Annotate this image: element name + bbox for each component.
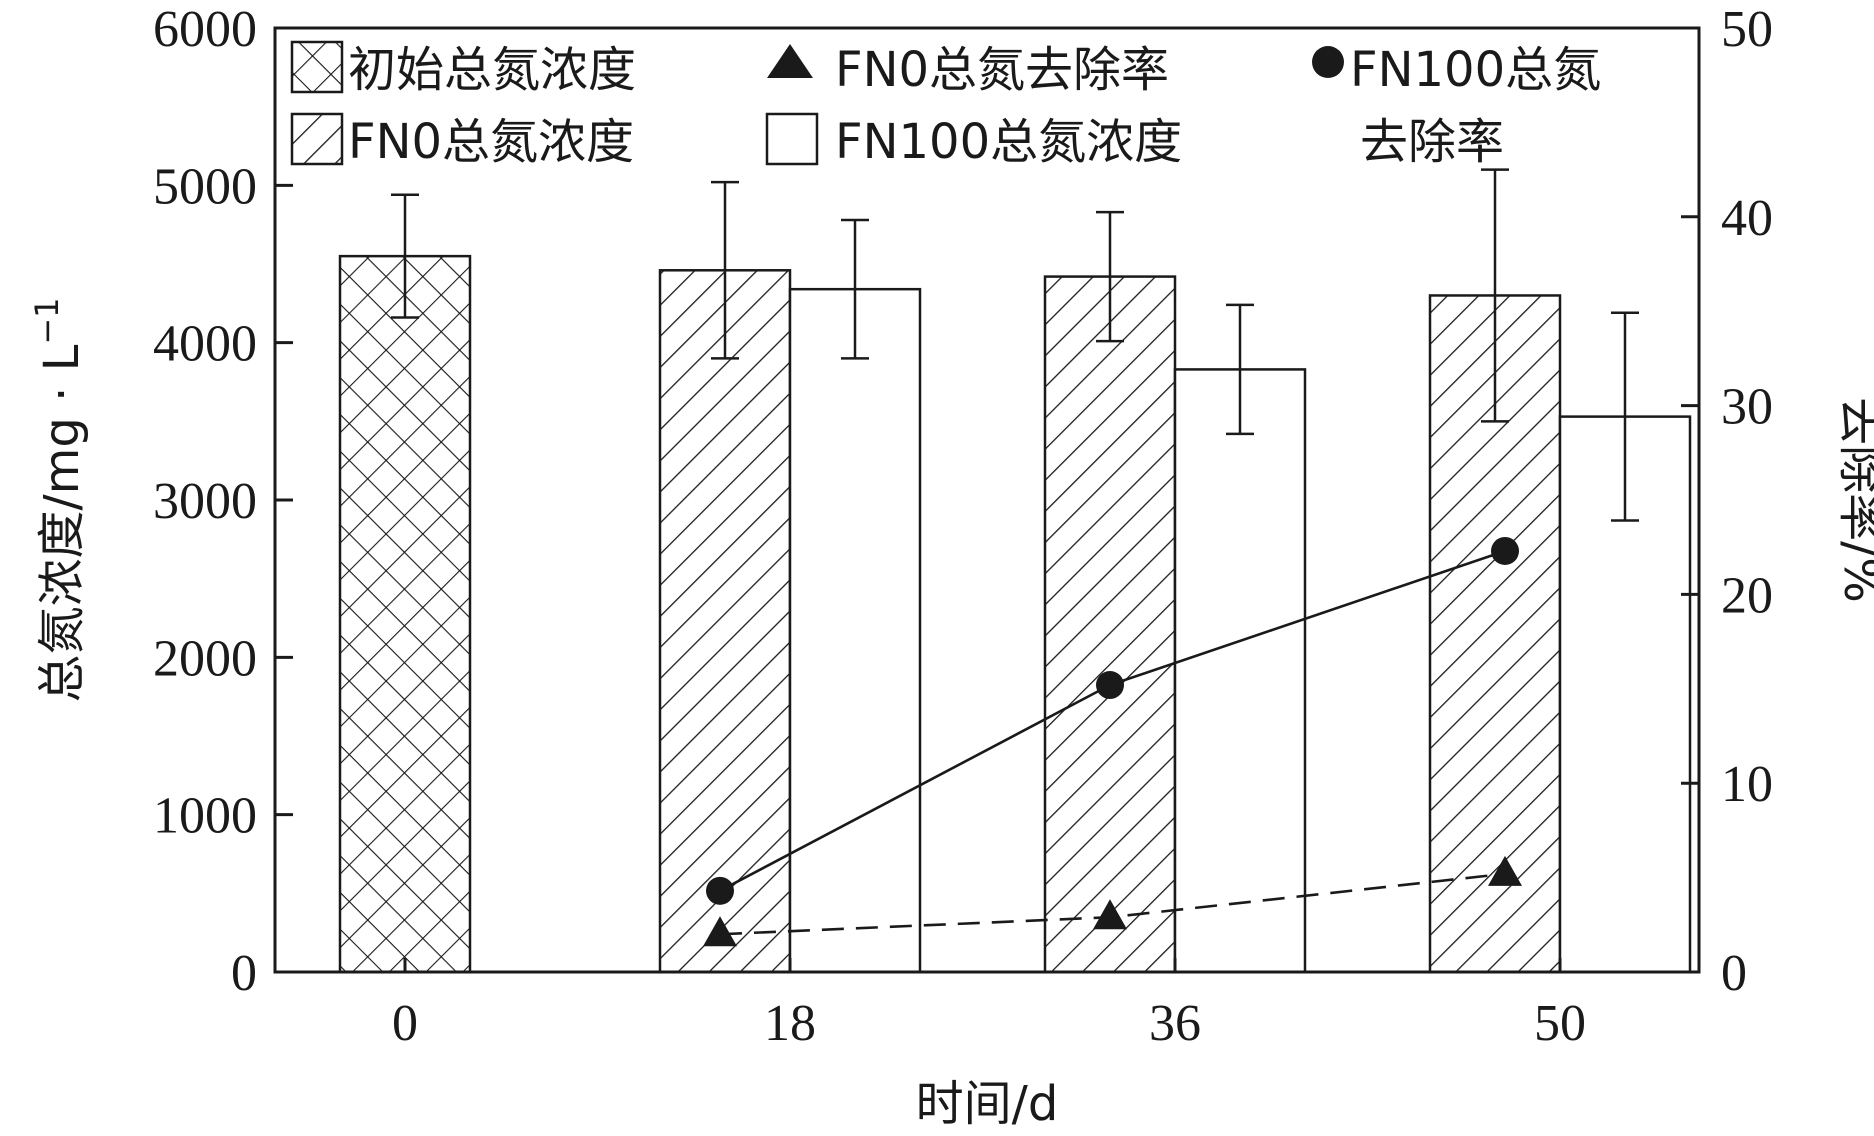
legend-label-fn100-conc: FN100总氮浓度 <box>835 114 1182 170</box>
y-tick-labels: 0 1000 2000 3000 4000 5000 6000 <box>153 1 257 1002</box>
legend-marker-circle <box>1312 46 1344 78</box>
point-triangle-18 <box>703 916 737 947</box>
legend-label-fn100-rate-line1: FN100总氮 <box>1350 42 1601 98</box>
legend-marker-triangle <box>767 44 813 78</box>
y-tick-label: 0 <box>231 945 257 1002</box>
legend-label-fn0-rate: FN0总氮去除率 <box>835 42 1169 98</box>
point-triangle-50 <box>1488 855 1522 886</box>
y2-tick-label: 0 <box>1721 945 1747 1002</box>
legend-label-initial: 初始总氮浓度 <box>348 42 636 98</box>
x-tick-label: 36 <box>1149 995 1201 1052</box>
y2-tick-labels: 0 10 20 30 40 50 <box>1721 1 1773 1002</box>
x-tick-label: 18 <box>764 995 816 1052</box>
bar-diagonal-18 <box>658 269 792 974</box>
bar-diagonal-36 <box>1043 275 1177 974</box>
point-circle-18 <box>706 876 734 905</box>
x-tick-label: 0 <box>392 995 418 1052</box>
y-axis-title: 总氮浓度/mg · L−1 <box>28 297 90 702</box>
y-tick-label: 2000 <box>153 630 257 687</box>
y-tick-label: 6000 <box>153 1 257 58</box>
legend-swatch-crosshatch <box>290 40 344 94</box>
bar-none-18 <box>788 287 922 974</box>
x-axis-title: 时间/d <box>916 1076 1059 1132</box>
bars-layer <box>338 254 1692 974</box>
y-tick-label: 1000 <box>153 788 257 845</box>
y-tick-label: 5000 <box>153 158 257 215</box>
legend-item-fn0-conc: FN0总氮浓度 <box>290 112 634 170</box>
bar-none-36 <box>1173 368 1307 974</box>
y2-axis-title: 去除率/% <box>1833 397 1874 603</box>
legend-label-fn100-rate-line2: 去除率 <box>1360 114 1504 170</box>
y-axis-title-text: 总氮浓度/mg · L <box>34 344 90 702</box>
lines-layer <box>703 536 1522 947</box>
y2-tick-label: 10 <box>1721 756 1773 813</box>
legend-swatch-diagonal <box>290 112 344 166</box>
legend-item-fn100-conc: FN100总氮浓度 <box>765 112 1182 170</box>
x-tick-labels: 0 18 36 50 <box>392 995 1586 1052</box>
point-circle-50 <box>1491 536 1519 565</box>
y2-tick-label: 50 <box>1721 1 1773 58</box>
y2-tick-label: 40 <box>1721 190 1773 247</box>
x-tick-label: 50 <box>1534 995 1586 1052</box>
y2-tick-label: 30 <box>1721 379 1773 436</box>
y2-tick-label: 20 <box>1721 567 1773 624</box>
y-tick-label: 4000 <box>153 316 257 373</box>
axis-ticks <box>275 26 1699 974</box>
legend-label-fn0-conc: FN0总氮浓度 <box>348 114 634 170</box>
legend: 初始总氮浓度 FN0总氮去除率 FN100总氮 去除率 FN0总氮浓度 FN10… <box>290 40 1601 170</box>
point-circle-36 <box>1096 671 1124 700</box>
legend-item-fn100-rate: FN100总氮 去除率 <box>1312 42 1601 170</box>
bar-crosshatch-0 <box>338 254 472 974</box>
y-tick-label: 3000 <box>153 473 257 530</box>
legend-swatch-open <box>765 112 819 166</box>
error-bars-layer <box>391 168 1639 522</box>
legend-item-fn0-rate: FN0总氮去除率 <box>767 42 1169 98</box>
y-axis-title-sup: −1 <box>28 297 66 344</box>
legend-item-initial: 初始总氮浓度 <box>290 40 636 98</box>
point-triangle-36 <box>1093 899 1127 930</box>
